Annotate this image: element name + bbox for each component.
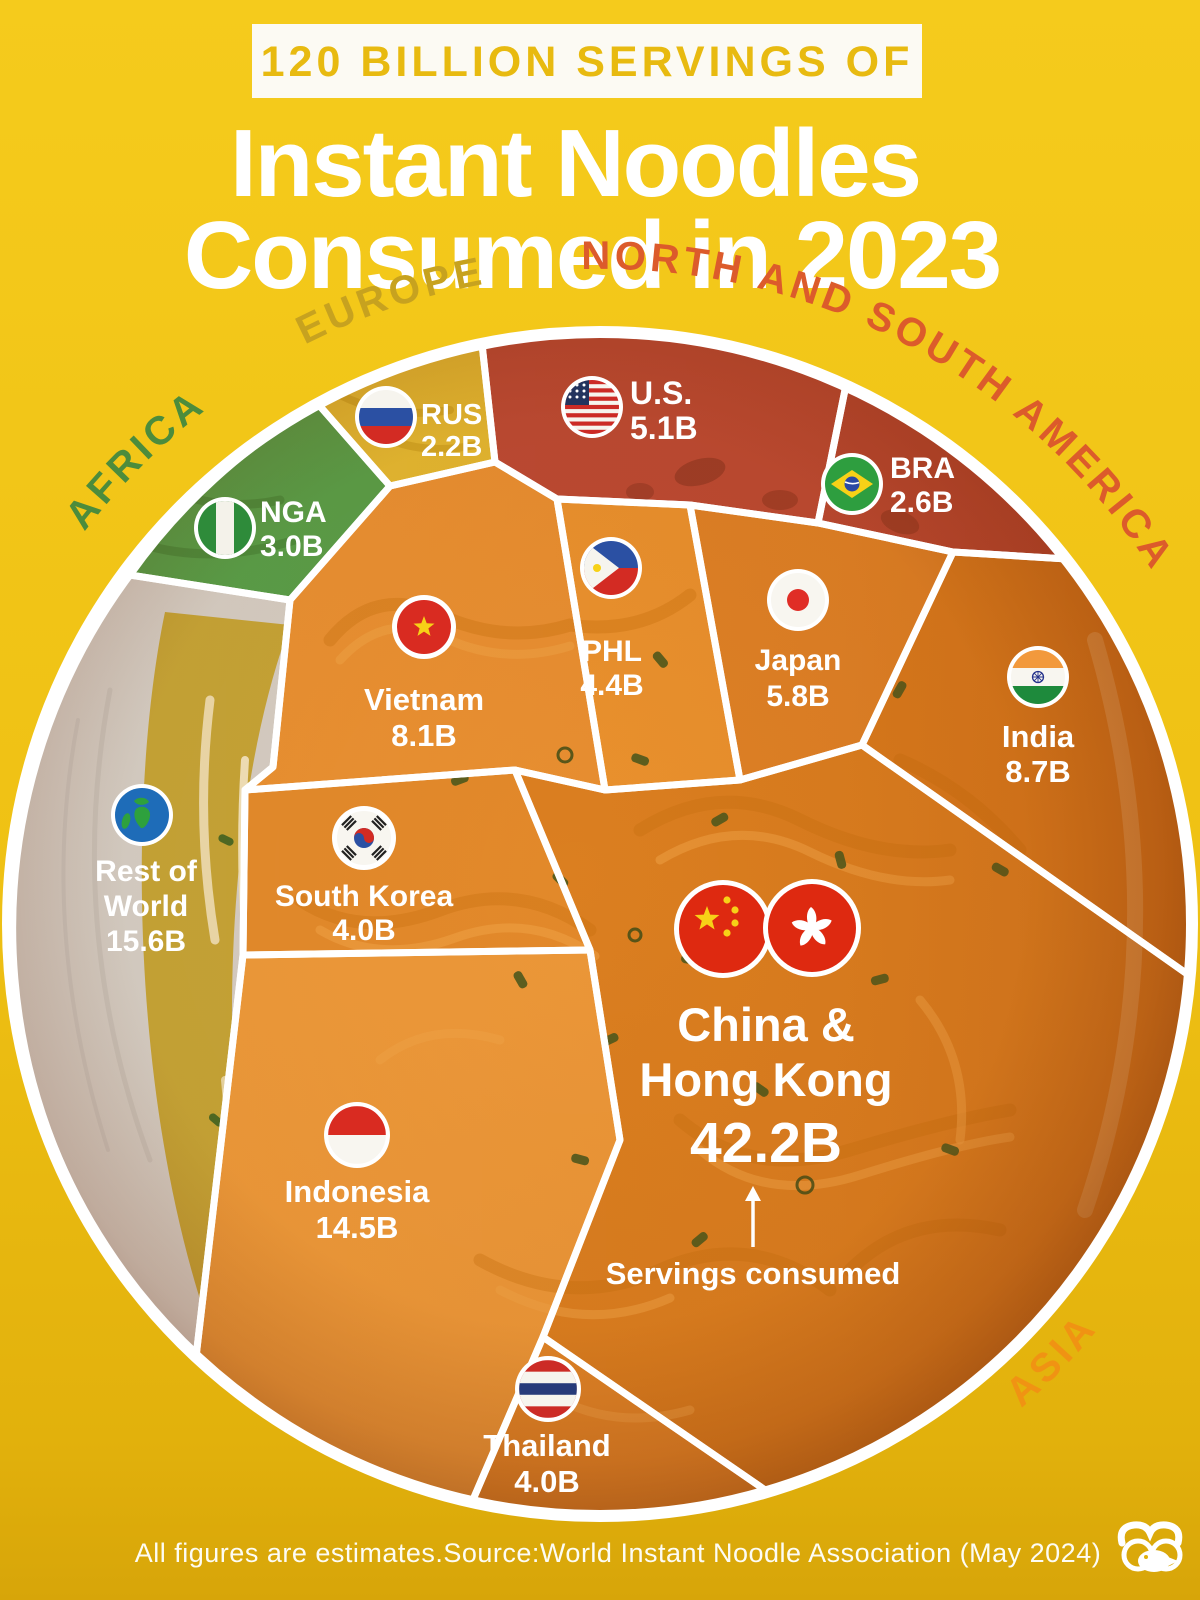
brand-logo	[1117, 1521, 1183, 1572]
segment-value: 5.8B	[766, 680, 829, 713]
segment-value: 2.2B	[421, 431, 482, 463]
segment-label-japan: Japan 5.8B	[755, 644, 842, 713]
segment-name: NGA	[260, 496, 327, 529]
segment-value: 8.1B	[391, 718, 456, 753]
philippines-flag-icon	[580, 537, 642, 599]
japan-flag-icon	[767, 569, 829, 631]
segment-value: 14.5B	[316, 1210, 399, 1245]
nigeria-flag-icon	[194, 497, 256, 559]
segment-name-line1: Rest of	[95, 855, 198, 888]
segment-name: Japan	[755, 644, 842, 677]
kicker-text: 120 BILLION SERVINGS OF	[261, 38, 914, 86]
segment-name: BRA	[890, 452, 955, 485]
segment-value: 42.2B	[690, 1111, 842, 1175]
segment-label-nga: NGA 3.0B	[260, 496, 327, 563]
segment-label-rus: RUS 2.2B	[421, 399, 482, 463]
segment-name: PHL	[582, 635, 642, 668]
segment-value: 4.0B	[332, 914, 395, 947]
brazil-flag-icon	[821, 453, 883, 515]
segment-value: 4.4B	[580, 669, 643, 702]
segment-value: 5.1B	[630, 410, 698, 446]
segment-name: RUS	[421, 399, 482, 431]
globe-icon	[111, 784, 173, 846]
vietnam-flag-icon	[392, 595, 456, 659]
bowl-chart	[2, 326, 1198, 1522]
segment-name: Indonesia	[285, 1174, 430, 1209]
segment-label-us: U.S. 5.1B	[630, 375, 698, 446]
segment-value: 15.6B	[106, 925, 186, 958]
bowl-rim	[2, 326, 1198, 1522]
segment-name: Vietnam	[364, 682, 484, 717]
segment-label-china-hong-kong: China & Hong Kong 42.2B	[639, 998, 892, 1175]
segment-name: U.S.	[630, 375, 692, 411]
annotation-arrow-head	[745, 1186, 761, 1201]
footer-note: All figures are estimates.Source:World I…	[135, 1538, 1101, 1568]
segment-value: 2.6B	[890, 486, 953, 519]
kicker-box	[252, 24, 922, 98]
segment-label-south-korea: South Korea 4.0B	[275, 880, 454, 947]
south-korea-flag-icon	[332, 806, 396, 870]
segment-label-rest-of-world: Rest of World 15.6B	[95, 855, 198, 958]
segment-label-thailand: Thailand 4.0B	[483, 1428, 610, 1499]
russia-flag-icon	[355, 386, 417, 448]
segment-label-india: India 8.7B	[1002, 719, 1075, 789]
main-title-line2: Consumed in 2023	[184, 202, 1000, 309]
thailand-flag-icon	[515, 1356, 581, 1422]
annotation: Servings consumed	[606, 1186, 901, 1291]
segment-label-indonesia: Indonesia 14.5B	[285, 1174, 430, 1245]
segment-value: 3.0B	[260, 530, 323, 563]
flag-icons	[111, 376, 1069, 1422]
india-flag-icon	[1007, 646, 1069, 708]
segment-label-vietnam: Vietnam 8.1B	[364, 682, 484, 753]
segment-labels: NGA 3.0B RUS 2.2B U.S. 5.1B BRA 2.6B Vie…	[95, 375, 1075, 1499]
segment-value: 8.7B	[1005, 754, 1070, 789]
china-flag-icon	[674, 880, 772, 978]
segment-name-line2: World	[104, 890, 188, 923]
segment-name-line1: China &	[677, 998, 855, 1051]
indonesia-flag-icon	[324, 1102, 390, 1168]
segment-name-line2: Hong Kong	[639, 1053, 892, 1106]
footer: All figures are estimates.Source:World I…	[135, 1521, 1183, 1572]
header: 120 BILLION SERVINGS OF Instant Noodles …	[184, 24, 1002, 309]
usa-flag-icon	[561, 376, 623, 438]
segment-value: 4.0B	[514, 1464, 579, 1499]
segment-name: India	[1002, 719, 1075, 754]
segment-label-bra: BRA 2.6B	[890, 452, 955, 519]
bowl-shading	[8, 332, 1192, 1516]
hong-kong-flag-icon	[763, 879, 861, 977]
main-title-line1: Instant Noodles	[230, 110, 920, 217]
segment-name: South Korea	[275, 880, 454, 913]
annotation-label: Servings consumed	[606, 1256, 901, 1291]
segment-name: Thailand	[483, 1428, 610, 1463]
segment-label-phl: PHL 4.4B	[580, 635, 643, 702]
